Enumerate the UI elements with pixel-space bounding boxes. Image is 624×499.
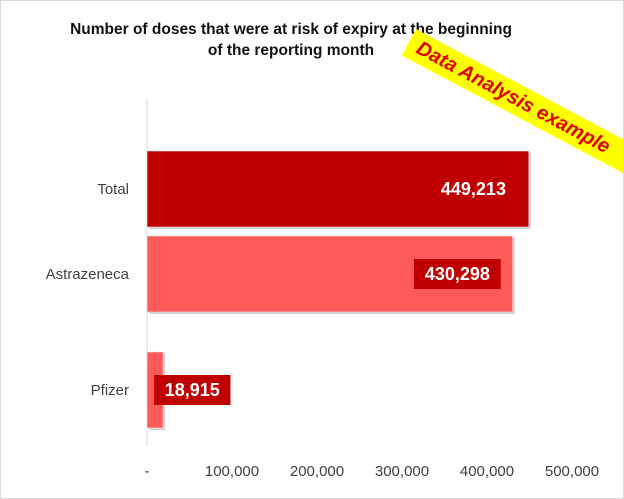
data-label: 430,298 [425, 264, 490, 284]
data-label-bg [413, 259, 501, 289]
category-label: Astrazeneca [46, 266, 130, 283]
category-label: Pfizer [91, 382, 129, 399]
chart-title-line-2: of the reporting month [207, 42, 375, 59]
data-label: 18,915 [165, 380, 220, 400]
chart-title: Number of doses that were at risk of exp… [11, 19, 571, 61]
x-tick-label: 100,000 [205, 463, 259, 480]
data-label-bg [154, 375, 231, 405]
x-tick-label: 300,000 [375, 463, 429, 480]
category-label: Total [97, 181, 129, 198]
x-tick-label: - [145, 463, 150, 480]
x-tick-label: 200,000 [290, 463, 344, 480]
chart-title-line-1: Number of doses that were at risk of exp… [70, 21, 512, 38]
data-label: 449,213 [441, 179, 506, 199]
data-label-bg [430, 174, 517, 204]
x-tick-label: 500,000 [545, 463, 599, 480]
x-tick-label: 400,000 [460, 463, 514, 480]
